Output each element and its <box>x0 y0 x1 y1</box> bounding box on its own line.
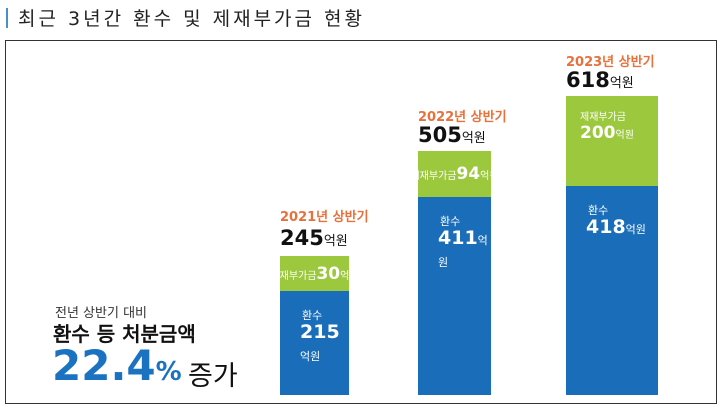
bar-year-label: 2023년 상반기 <box>566 55 655 70</box>
summary-increase: 증가 <box>188 361 238 392</box>
segment-label: 제재부가금 <box>580 112 626 123</box>
segment-label: 환수 <box>440 215 461 228</box>
bar-segment-refund: 환수 215억원 <box>280 291 349 395</box>
bar-total-label: 245억원 <box>280 226 348 250</box>
percent-value: 22.4 <box>52 341 156 390</box>
segment-value: 94 <box>456 164 481 184</box>
segment-label: 제재부가금 <box>270 270 317 282</box>
segment-value: 418억원 <box>586 216 646 238</box>
segment-value: 200억원 <box>580 123 634 143</box>
chart-frame <box>5 40 717 404</box>
summary-head: 환수 등 처분금액 <box>53 322 196 346</box>
bar-segment-surcharge: 제재부가금 200억원 <box>566 96 658 186</box>
segment-label: 제재부가금 <box>410 171 457 182</box>
bar-segment-surcharge: 제재부가금30억원 <box>270 256 359 291</box>
bar-total-label: 618억원 <box>566 68 634 92</box>
bar-segment-refund: 환수 411억원 <box>418 197 491 395</box>
bar-total-label: 505억원 <box>418 123 486 147</box>
bar-2021: 2021년 상반기 245억원 제재부가금30억원 환수 215억원 <box>270 210 369 395</box>
page-title: 최근 3년간 환수 및 제재부가금 현황 <box>6 4 365 31</box>
summary-percent: 22.4% <box>52 341 182 390</box>
title-text: 최근 3년간 환수 및 제재부가금 현황 <box>18 8 366 30</box>
bar-segment-refund: 환수 418억원 <box>566 186 658 395</box>
segment-value: 215억원 <box>300 321 340 363</box>
bar-year-label: 2022년 상반기 <box>418 110 507 125</box>
segment-value: 411억원 <box>438 227 488 269</box>
bar-2023: 2023년 상반기 618억원 제재부가금 200억원 환수 418억원 <box>566 55 658 395</box>
segment-label: 환수 <box>302 309 323 322</box>
percent-sign: % <box>155 357 182 387</box>
bar-segment-surcharge: 제재부가금94억원 <box>410 151 499 197</box>
bar-year-label: 2021년 상반기 <box>280 210 369 225</box>
bar-2022: 2022년 상반기 505억원 제재부가금94억원 환수 411억원 <box>410 110 507 395</box>
summary-sub: 전년 상반기 대비 <box>55 306 147 321</box>
title-marker <box>6 8 8 28</box>
segment-value: 30 <box>316 263 341 284</box>
segment-label: 환수 <box>588 204 609 217</box>
